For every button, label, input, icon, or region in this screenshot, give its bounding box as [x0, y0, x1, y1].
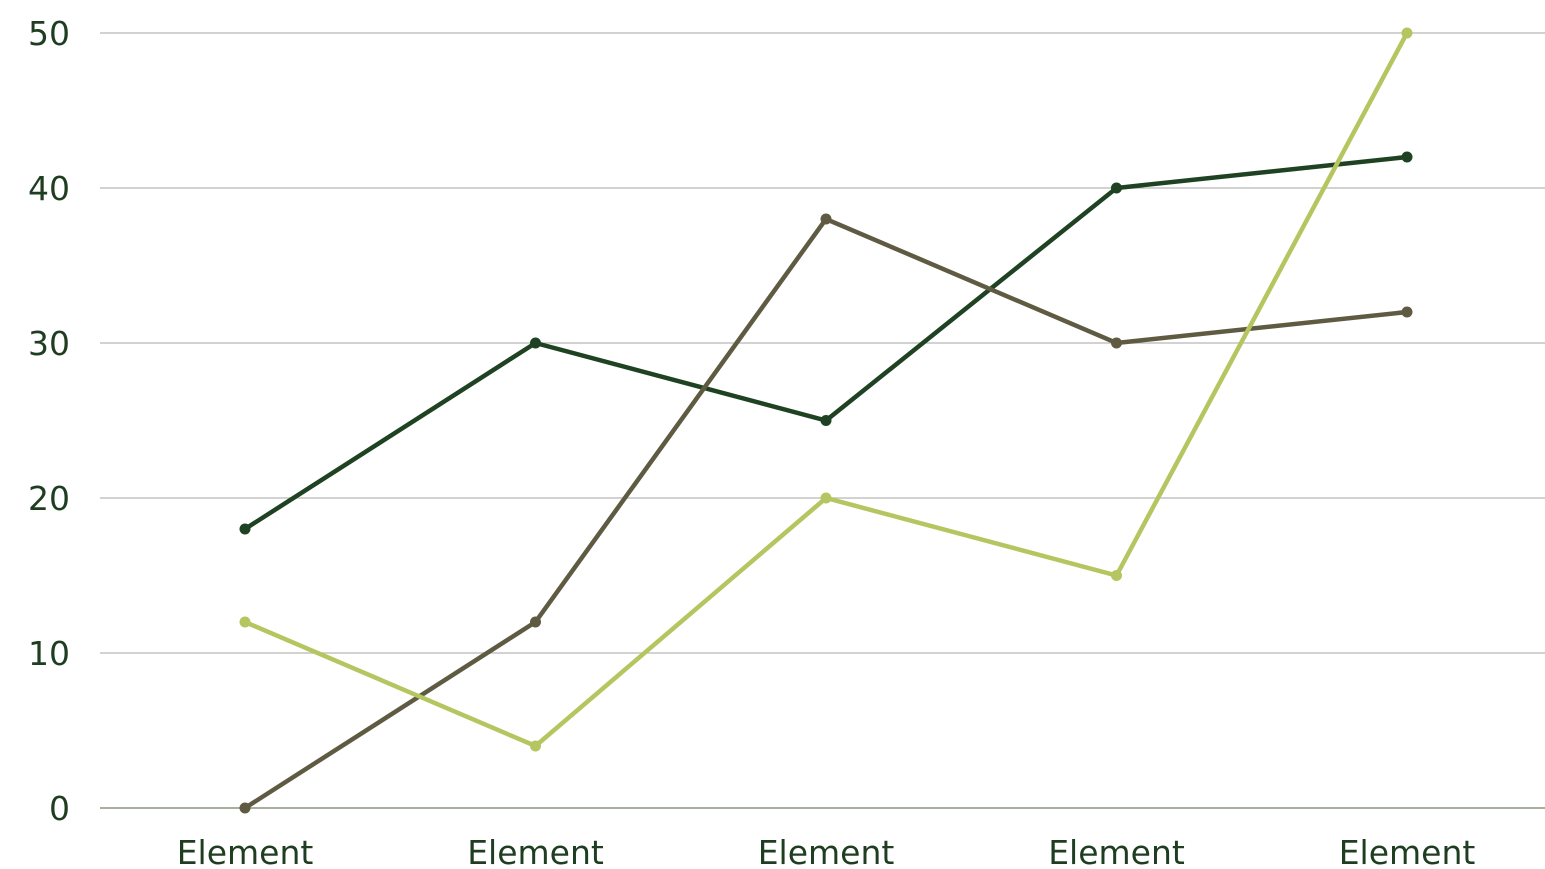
series-3-point: [820, 492, 832, 504]
y-tick-label: 40: [28, 169, 70, 208]
y-axis-labels: 0 10 20 30 40 50: [28, 14, 70, 828]
series-2-point: [530, 616, 541, 628]
series-3-point: [1111, 570, 1122, 581]
x-tick-label: Element: [1339, 833, 1476, 869]
series-1-point: [239, 523, 251, 535]
y-tick-label: 20: [28, 479, 70, 518]
x-tick-label: Element: [467, 833, 604, 869]
x-tick-label: Element: [758, 833, 895, 869]
series-1-point: [1111, 182, 1122, 194]
x-axis-labels: Element Element Element Element Element: [177, 833, 1476, 869]
series-1-point: [1401, 151, 1413, 163]
series-2-point: [1401, 306, 1413, 318]
series-3-point: [1401, 27, 1413, 39]
series-3-line: [242, 30, 1410, 749]
y-tick-label: 10: [28, 634, 70, 673]
series-1-point: [530, 337, 541, 349]
series-3-point: [530, 740, 541, 752]
x-tick-label: Element: [177, 833, 314, 869]
x-tick-label: Element: [1048, 833, 1185, 869]
y-tick-label: 0: [49, 789, 70, 828]
series-1-point: [820, 415, 832, 426]
series-1: [239, 151, 1413, 535]
series-3: [239, 27, 1413, 752]
y-tick-label: 50: [28, 14, 70, 53]
series-group: [239, 27, 1413, 814]
y-tick-label: 30: [28, 324, 70, 363]
series-3-point: [239, 616, 251, 628]
series-2-point: [239, 802, 251, 814]
series-2-point: [820, 213, 832, 225]
series-2-line: [242, 216, 1410, 811]
series-2-point: [1111, 337, 1122, 349]
series-2: [239, 213, 1413, 814]
